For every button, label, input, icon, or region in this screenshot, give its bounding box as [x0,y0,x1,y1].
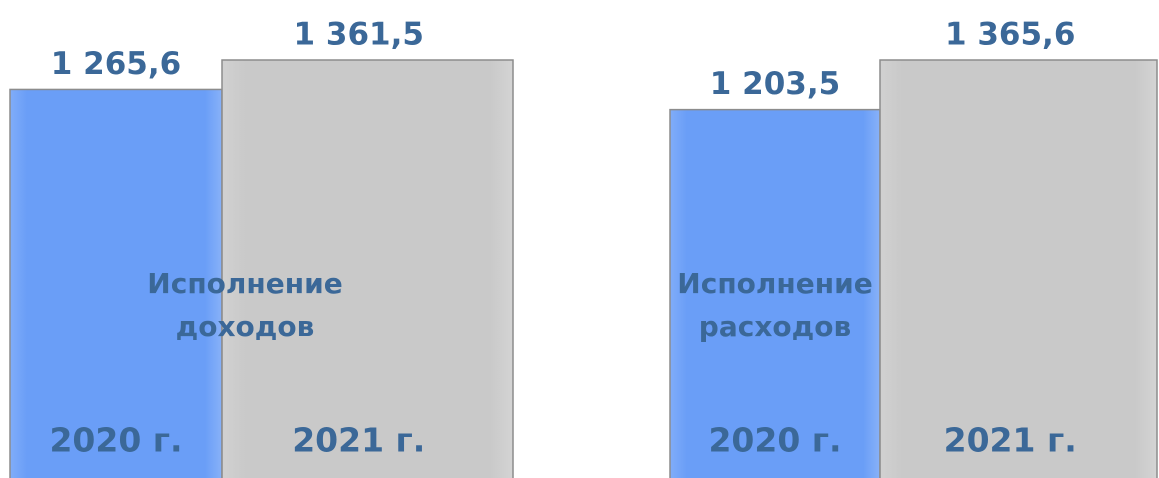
category-label: 2021 г. [944,421,1077,460]
bar [879,59,1158,478]
category-label: 2021 г. [292,421,425,460]
category-label: 2020 г. [49,421,182,460]
value-label: 1 265,6 [51,46,181,82]
value-label: 1 365,6 [945,17,1075,53]
bar [9,88,223,478]
chart-title: Исполнение доходов [147,267,343,343]
value-label: 1 361,5 [294,17,424,53]
bar [221,59,514,478]
category-label: 2020 г. [708,421,841,460]
bar [669,108,881,478]
value-label: 1 203,5 [710,66,840,102]
chart-title: Исполнение расходов [677,267,873,343]
